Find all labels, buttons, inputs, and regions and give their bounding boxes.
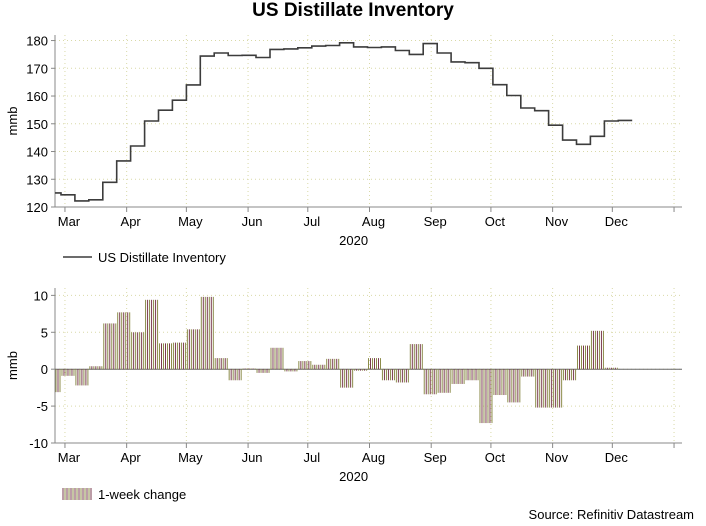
change-bar: [214, 358, 228, 370]
change-bar: [284, 369, 298, 372]
change-bar: [228, 369, 242, 381]
change-bar: [604, 367, 618, 370]
change-bar: [521, 369, 535, 377]
top-y-tick-label: 160: [26, 89, 48, 104]
bottom-y-tick-label: 5: [41, 325, 48, 340]
change-bar: [507, 369, 521, 403]
change-bar: [159, 343, 173, 370]
top-x-tick-label: Aug: [362, 214, 385, 229]
top-x-tick-label: Oct: [485, 214, 506, 229]
change-bar: [381, 369, 395, 381]
top-y-tick-label: 140: [26, 145, 48, 160]
change-bar: [270, 347, 284, 370]
top-y-tick-label: 150: [26, 117, 48, 132]
bottom-y-tick-label: 10: [34, 288, 48, 303]
top-x-tick-label: Jun: [242, 214, 263, 229]
bottom-x-tick-label: Sep: [424, 450, 447, 465]
top-x-tick-label: Sep: [424, 214, 447, 229]
top-y-tick-label: 180: [26, 34, 48, 49]
bottom-legend-swatch: [62, 488, 92, 500]
change-bar: [563, 369, 577, 381]
bottom-y-tick-label: -5: [36, 399, 48, 414]
top-x-tick-label: Mar: [58, 214, 81, 229]
change-bar: [117, 312, 131, 370]
bottom-legend: 1-week change: [62, 487, 186, 502]
change-bar: [437, 369, 451, 393]
source-note: Source: Refinitiv Datastream: [528, 507, 694, 522]
change-bar: [145, 299, 159, 370]
bottom-x-axis-label: 2020: [339, 469, 368, 484]
bottom-x-tick-label: Aug: [362, 450, 385, 465]
top-legend: US Distillate Inventory: [63, 250, 226, 265]
bottom-x-tick-label: Mar: [58, 450, 81, 465]
change-bar: [409, 344, 423, 370]
change-bar: [312, 364, 326, 370]
change-bar: [395, 369, 409, 383]
top-y-tick-label: 120: [26, 200, 48, 215]
bottom-legend-label: 1-week change: [98, 487, 186, 502]
top-x-tick-label: May: [178, 214, 203, 229]
top-x-axis-label: 2020: [339, 233, 368, 248]
weekly-change-bar-chart: mmb 2020 -10 -5 0 5 10 Mar Apr May Jun Jul Aug Sep O…: [5, 288, 682, 484]
bottom-x-tick-label: Jul: [303, 450, 320, 465]
top-x-tick-label: Apr: [121, 214, 142, 229]
change-bar: [549, 369, 563, 408]
change-bar: [172, 342, 186, 370]
bottom-x-tick-label: Jun: [242, 450, 263, 465]
top-legend-label: US Distillate Inventory: [98, 250, 226, 265]
change-bar: [590, 330, 604, 370]
inventory-line-chart: mmb 2020 120 130 140 150 160 170 180 Mar Apr May J…: [5, 34, 682, 248]
bottom-y-tick-label: 0: [41, 362, 48, 377]
change-bar: [186, 329, 200, 370]
change-bar: [354, 369, 368, 371]
change-bar: [242, 368, 256, 370]
change-bar: [577, 345, 591, 370]
chart-title: US Distillate Inventory: [252, 0, 454, 21]
change-bar: [298, 361, 312, 370]
inventory-line: [55, 42, 633, 202]
bottom-x-tick-label: Nov: [545, 450, 569, 465]
top-x-tick-label: Nov: [545, 214, 569, 229]
change-bar: [89, 366, 103, 370]
change-bar: [75, 369, 89, 386]
bottom-x-tick-label: Apr: [121, 450, 142, 465]
change-bar: [340, 369, 354, 388]
change-bar: [535, 369, 549, 408]
change-bar: [61, 369, 75, 376]
change-bar: [423, 369, 437, 395]
change-bar: [200, 296, 214, 370]
top-y-tick-label: 170: [26, 61, 48, 76]
bottom-x-tick-label: Oct: [485, 450, 506, 465]
change-bar: [131, 332, 145, 370]
bottom-y-tick-label: -10: [29, 436, 48, 451]
change-bar: [256, 369, 270, 373]
change-bar: [368, 358, 382, 370]
change-bar: [326, 358, 340, 370]
change-bar: [493, 369, 507, 396]
bottom-y-axis-label: mmb: [5, 351, 20, 380]
change-bar: [55, 369, 61, 393]
bottom-x-tick-label: May: [178, 450, 203, 465]
change-bar: [103, 323, 117, 370]
top-y-tick-label: 130: [26, 172, 48, 187]
change-bar: [465, 369, 479, 381]
top-x-tick-label: Dec: [605, 214, 629, 229]
bottom-x-tick-label: Dec: [605, 450, 629, 465]
change-bar: [479, 369, 493, 424]
top-y-axis-label: mmb: [5, 107, 20, 136]
top-x-tick-label: Jul: [303, 214, 320, 229]
change-bar: [451, 369, 465, 384]
